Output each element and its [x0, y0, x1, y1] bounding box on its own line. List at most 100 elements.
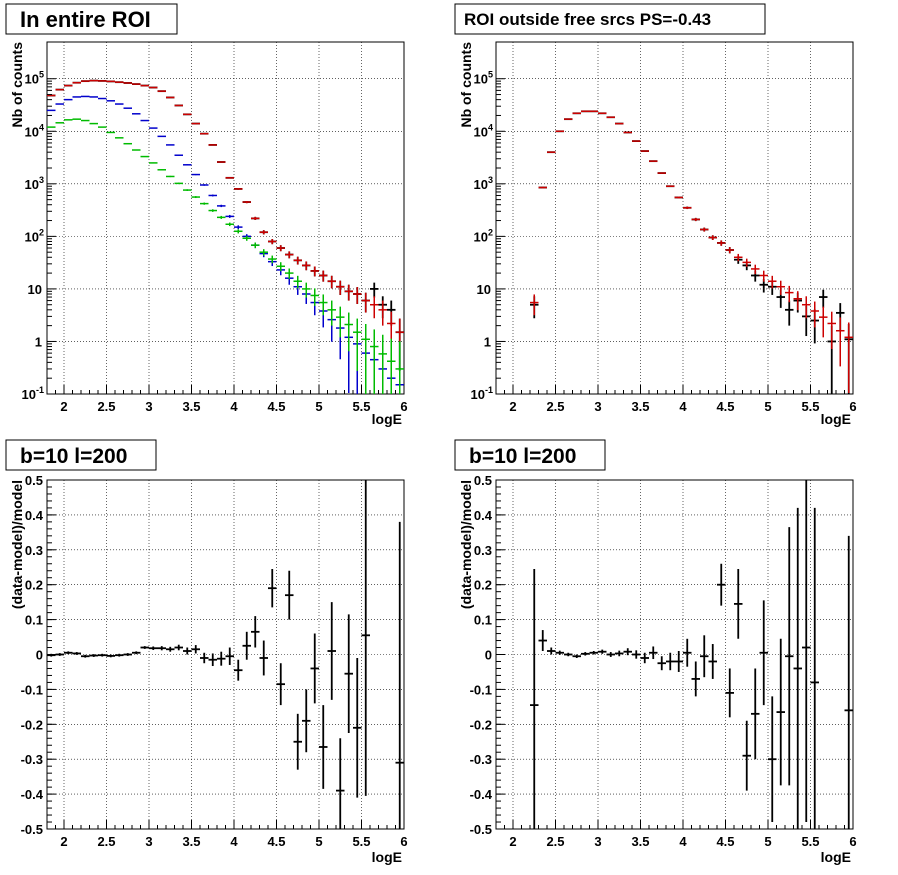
x-axis-label: logE	[821, 411, 851, 427]
y-tick-label: 103	[474, 175, 493, 192]
y-tick-label: -0.5	[21, 822, 43, 837]
chart-title: In entire ROI	[20, 7, 151, 32]
x-tick-label: 5.5	[352, 834, 370, 849]
chart-title: b=10 l=200	[20, 445, 127, 468]
x-tick-label: 4.5	[716, 834, 734, 849]
x-tick-label: 3	[145, 834, 152, 849]
x-tick-label: 2.5	[546, 399, 564, 414]
y-tick-label: 0.2	[25, 578, 43, 593]
title-box	[454, 439, 606, 471]
chart-title: b=10 l=200	[469, 445, 576, 468]
y-tick-label: 103	[25, 175, 44, 192]
x-axis-label: logE	[821, 849, 851, 865]
x-tick-label: 4	[230, 399, 238, 414]
panel-top-left: 2 2.5 3 3.5 4 4.5 5 5.5 6 10-1 1 10 102 103 104 105 In …	[5, 3, 408, 427]
y-tick-label: -0.2	[470, 717, 492, 732]
y-tick-label: 10-1	[471, 385, 493, 402]
y-tick-label: 0.5	[474, 473, 492, 488]
y-tick-label: 105	[474, 70, 493, 87]
y-tick-label: -0.3	[470, 752, 492, 767]
y-tick-label: 1	[35, 334, 42, 349]
y-tick-label: 104	[25, 122, 44, 139]
x-tick-label: 5	[315, 399, 322, 414]
x-tick-label: 6	[849, 834, 856, 849]
x-tick-label: 2	[60, 399, 67, 414]
data-marks	[47, 79, 404, 394]
x-tick-label: 5	[764, 399, 771, 414]
x-tick-label: 3	[594, 834, 601, 849]
grid-lines	[496, 42, 854, 394]
x-tick-label: 2.5	[97, 399, 115, 414]
x-tick-label: 5.5	[801, 834, 819, 849]
x-tick-label: 2.5	[97, 834, 115, 849]
title-box	[5, 439, 157, 471]
x-tick-label: 4.5	[716, 399, 734, 414]
x-tick-label: 5.5	[352, 399, 370, 414]
x-tick-label: 3.5	[631, 399, 649, 414]
x-tick-label: 3	[594, 399, 601, 414]
panel-top-right: 2 2.5 3 3.5 4 4.5 5 5.5 6 10-1 1 10 102 103 104 105 ROI…	[454, 3, 857, 427]
y-tick-label: 10	[28, 282, 42, 297]
x-tick-label: 3.5	[182, 399, 200, 414]
y-axis-label: Nb of counts	[458, 42, 474, 128]
y-tick-label: -0.2	[21, 717, 43, 732]
grid-lines	[47, 42, 405, 394]
y-tick-label: 1	[484, 334, 491, 349]
x-tick-label: 2	[509, 399, 516, 414]
x-tick-label: 3.5	[182, 834, 200, 849]
grid-lines	[496, 479, 854, 830]
data-marks	[530, 480, 853, 829]
x-tick-label: 4.5	[267, 399, 285, 414]
y-tick-label: 0.1	[25, 613, 43, 628]
x-axis-label: logE	[372, 849, 402, 865]
x-tick-label: 5.5	[801, 399, 819, 414]
data-marks	[530, 110, 853, 394]
y-tick-label: 0	[485, 648, 492, 663]
y-tick-label: 0.5	[25, 473, 43, 488]
y-tick-label: 104	[474, 122, 493, 139]
y-tick-label: 0.4	[25, 508, 44, 523]
x-axis-label: logE	[372, 411, 402, 427]
y-axis-label: (data-model)/model	[9, 480, 25, 609]
y-tick-label: -0.4	[470, 787, 493, 802]
y-tick-label: 10	[477, 282, 491, 297]
x-tick-label: 2	[509, 834, 516, 849]
x-tick-label: 4.5	[267, 834, 285, 849]
y-tick-label: 10-1	[22, 385, 44, 402]
chart-title: ROI outside free srcs PS=-0.43	[464, 10, 711, 29]
x-tick-label: 4	[679, 834, 687, 849]
y-axis-label: (data-model)/model	[458, 480, 474, 609]
x-tick-label: 6	[400, 399, 407, 414]
y-tick-label: 0.3	[25, 543, 43, 558]
x-tick-label: 3.5	[631, 834, 649, 849]
y-tick-label: 105	[25, 70, 44, 87]
x-tick-label: 4	[230, 834, 238, 849]
x-tick-label: 2.5	[546, 834, 564, 849]
y-tick-label: 0	[36, 648, 43, 663]
y-tick-label: 0.2	[474, 578, 492, 593]
y-tick-label: -0.1	[470, 682, 492, 697]
x-tick-label: 6	[400, 834, 407, 849]
axis-ticks: 2 2.5 3 3.5 4 4.5 5 5.5 6 -0.5 -0.4 -0.3 -0.2 -0.1 0 0.…	[470, 473, 857, 849]
axis-ticks: 2 2.5 3 3.5 4 4.5 5 5.5 6 -0.5 -0.4 -0.3 -0.2 -0.1 0 0.…	[21, 473, 408, 849]
y-tick-label: -0.3	[21, 752, 43, 767]
x-tick-label: 4	[679, 399, 687, 414]
y-tick-label: 0.1	[474, 613, 492, 628]
data-marks	[47, 480, 404, 829]
axis-ticks: 2 2.5 3 3.5 4 4.5 5 5.5 6 10-1 1 10 102 103 104 105	[22, 70, 408, 414]
y-tick-label: 102	[474, 227, 493, 244]
panel-bottom-right: 2 2.5 3 3.5 4 4.5 5 5.5 6 -0.5 -0.4 -0.3 -0.2 -0.1 0 0.…	[454, 439, 857, 865]
y-axis-label: Nb of counts	[9, 42, 25, 128]
y-tick-label: -0.1	[21, 682, 43, 697]
y-tick-label: -0.5	[470, 822, 492, 837]
x-tick-label: 6	[849, 399, 856, 414]
title-box	[5, 3, 178, 35]
x-tick-label: 5	[764, 834, 771, 849]
y-tick-label: 0.3	[474, 543, 492, 558]
x-tick-label: 3	[145, 399, 152, 414]
x-tick-label: 2	[60, 834, 67, 849]
axis-ticks: 2 2.5 3 3.5 4 4.5 5 5.5 6 10-1 1 10 102 103 104 105	[471, 70, 857, 414]
y-tick-label: -0.4	[21, 787, 44, 802]
x-tick-label: 5	[315, 834, 322, 849]
